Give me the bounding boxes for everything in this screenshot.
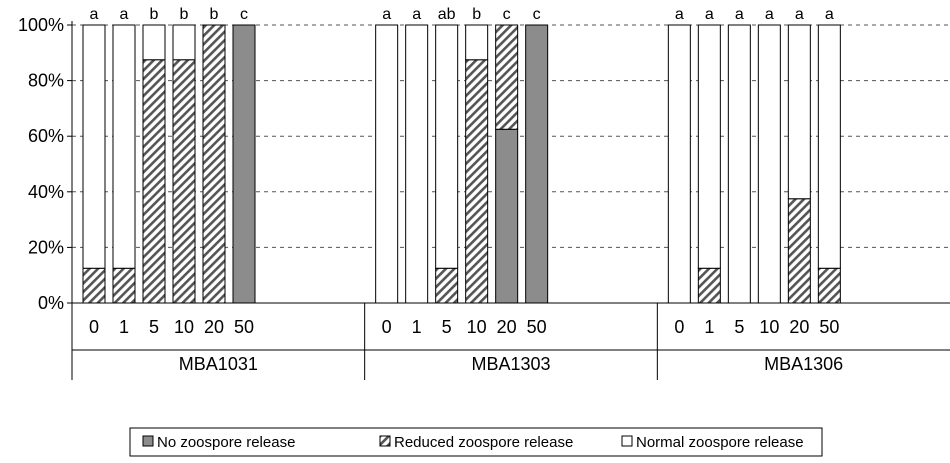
legend-box [129, 427, 823, 457]
legend-label-normal: Normal zoospore release [636, 434, 804, 451]
bar-segment-reduced [112, 267, 136, 304]
bar-segment-normal [82, 24, 106, 269]
x-category-label: 10 [174, 317, 194, 337]
bar-segment-reduced [172, 59, 196, 304]
bar-segment-reduced [787, 198, 811, 304]
bar-segment-reduced [82, 267, 106, 304]
significance-letter: c [240, 6, 248, 23]
bar-segment-normal [375, 24, 399, 304]
bar-segment-normal [787, 24, 811, 200]
y-tick-label: 60% [28, 126, 64, 146]
legend: No zoospore release Reduced zoospore rele… [129, 427, 823, 457]
y-tick-label: 0% [38, 293, 64, 313]
group-label: MBA1303 [471, 354, 550, 374]
legend-label-no: No zoospore release [157, 434, 295, 451]
significance-letter: c [533, 6, 541, 23]
bar-segment-no [525, 24, 549, 304]
bar-segment-reduced [142, 59, 166, 304]
x-category-label: 5 [734, 317, 744, 337]
y-tick-label: 100% [18, 15, 64, 35]
bar-segment-no [232, 24, 256, 304]
bar-segment-normal [112, 24, 136, 269]
significance-letter: a [705, 6, 714, 23]
significance-letter: ab [438, 6, 456, 23]
legend-swatch-no [142, 435, 154, 447]
x-category-label: 1 [119, 317, 129, 337]
x-category-label: 20 [789, 317, 809, 337]
x-category-label: 0 [382, 317, 392, 337]
labels: 0%20%40%60%80%100%a0a1b5b10b20c50MBA1031… [18, 6, 843, 374]
bar-segment-normal [405, 24, 429, 304]
bar-segment-reduced [465, 59, 489, 304]
bar-segment-normal [817, 24, 841, 269]
x-category-label: 50 [527, 317, 547, 337]
group-label: MBA1306 [764, 354, 843, 374]
significance-letter: b [180, 6, 189, 23]
bar-segment-reduced [697, 267, 721, 304]
significance-letter: a [412, 6, 421, 23]
bars [82, 24, 841, 304]
x-category-label: 50 [819, 317, 839, 337]
x-category-label: 50 [234, 317, 254, 337]
x-category-label: 5 [442, 317, 452, 337]
bar-segment-normal [142, 24, 166, 61]
bar-segment-normal [757, 24, 781, 304]
legend-swatch-reduced [379, 435, 391, 447]
x-category-label: 20 [497, 317, 517, 337]
x-category-label: 1 [704, 317, 714, 337]
significance-letter: a [675, 6, 684, 23]
significance-letter: a [825, 6, 834, 23]
legend-label-reduced: Reduced zoospore release [394, 434, 573, 451]
significance-letter: a [765, 6, 774, 23]
x-category-label: 10 [467, 317, 487, 337]
bar-segment-normal [667, 24, 691, 304]
bar-segment-normal [172, 24, 196, 61]
x-category-label: 10 [759, 317, 779, 337]
bar-segment-normal [727, 24, 751, 304]
x-category-label: 0 [89, 317, 99, 337]
y-tick-label: 80% [28, 71, 64, 91]
significance-letter: a [90, 6, 99, 23]
significance-letter: a [120, 6, 129, 23]
group-label: MBA1031 [179, 354, 258, 374]
bar-segment-reduced [202, 24, 226, 304]
bar-segment-normal [465, 24, 489, 61]
x-category-label: 1 [412, 317, 422, 337]
bar-segment-reduced [435, 267, 459, 304]
significance-letter: c [503, 6, 511, 23]
significance-letter: b [472, 6, 481, 23]
x-category-label: 5 [149, 317, 159, 337]
significance-letter: a [382, 6, 391, 23]
bar-segment-normal [697, 24, 721, 269]
significance-letter: b [150, 6, 159, 23]
y-tick-label: 40% [28, 182, 64, 202]
legend-swatch-normal [621, 435, 633, 447]
bar-segment-reduced [495, 24, 519, 130]
significance-letter: b [210, 6, 219, 23]
bar-segment-no [495, 128, 519, 304]
y-tick-label: 20% [28, 237, 64, 257]
bar-segment-reduced [817, 267, 841, 304]
x-category-label: 0 [674, 317, 684, 337]
significance-letter: a [735, 6, 744, 23]
x-category-label: 20 [204, 317, 224, 337]
bar-segment-normal [435, 24, 459, 269]
significance-letter: a [795, 6, 804, 23]
